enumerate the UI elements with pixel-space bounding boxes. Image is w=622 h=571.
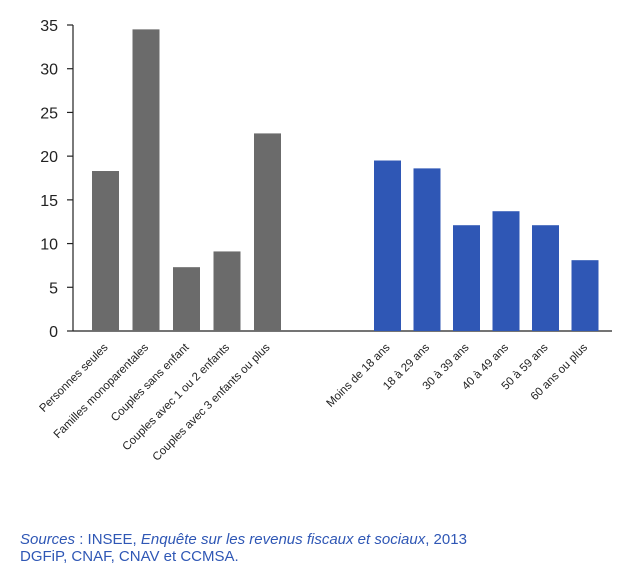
bar (374, 160, 401, 331)
bar (173, 267, 200, 331)
x-category-label: Personnes seules (37, 341, 110, 414)
y-tick-label: 0 (49, 324, 58, 341)
sources-separator: : INSEE, (75, 531, 141, 548)
bar (453, 225, 480, 331)
y-tick-label: 25 (40, 105, 58, 122)
bar (532, 225, 559, 331)
bar (571, 260, 599, 331)
sources-note: Sources : INSEE, Enquête sur les revenus… (20, 531, 622, 565)
sources-line-2: DGFiP, CNAF, CNAV et CCMSA. (20, 548, 239, 565)
y-tick-label: 5 (49, 280, 58, 297)
x-category-label: Moins de 18 ans (324, 341, 392, 409)
y-tick-label: 35 (40, 18, 58, 35)
sources-survey-title: Enquête sur les revenus fiscaux et socia… (140, 531, 426, 548)
y-tick-label: 10 (40, 237, 58, 254)
bar (213, 251, 241, 331)
bar (413, 168, 441, 331)
bar (254, 133, 281, 331)
y-tick-label: 15 (40, 193, 58, 210)
y-tick-label: 30 (40, 62, 58, 79)
bar (92, 171, 119, 331)
x-category-label: Couples sans enfant (109, 341, 192, 424)
bar (492, 211, 520, 331)
sources-line-1: Sources : INSEE, Enquête sur les revenus… (20, 531, 622, 548)
sources-label: Sources (20, 531, 76, 548)
bar (132, 29, 160, 331)
sources-year: , 2013 (425, 531, 467, 548)
y-tick-label: 20 (40, 149, 58, 166)
